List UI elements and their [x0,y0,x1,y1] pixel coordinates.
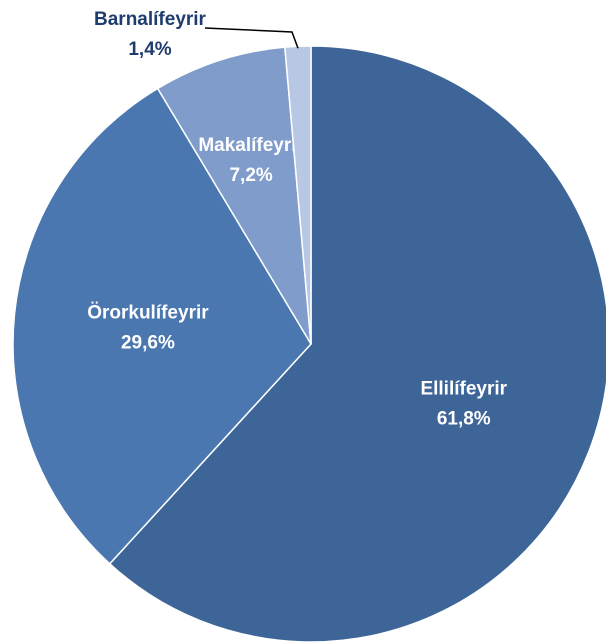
slice-label: Makalífeyrir [198,135,304,156]
slice-value: 7,2% [229,165,272,186]
slice-value: 29,6% [121,333,175,354]
slice-label: Barnalífeyrir [94,9,207,30]
pie-slice [12,87,312,565]
slice-label: Örorkulífeyrir [87,303,209,324]
pie-slice [108,45,606,643]
slice-value: 1,4% [128,39,171,60]
leader-line [204,27,299,49]
slice-label: Ellilífeyrir [420,378,507,399]
pie-slice [156,46,312,345]
slice-value: 61,8% [437,408,491,429]
